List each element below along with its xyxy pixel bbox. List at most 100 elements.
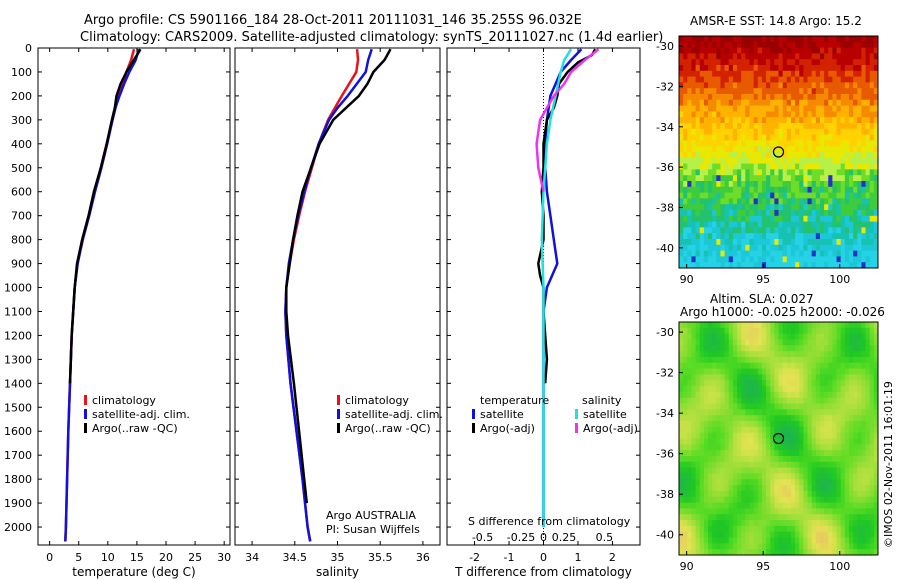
map-cell — [857, 520, 862, 527]
map-cell — [757, 204, 763, 211]
map-cell — [853, 192, 858, 199]
map-cell — [857, 244, 862, 251]
map-cell — [687, 543, 692, 550]
map-cell — [691, 421, 696, 428]
map-cell — [832, 409, 837, 416]
map-cell — [840, 450, 846, 457]
map-cell — [749, 47, 755, 54]
series-line-climatology — [284, 49, 360, 542]
map-cell — [848, 204, 854, 211]
map-cell — [778, 59, 784, 66]
map-cell — [865, 520, 871, 527]
map-cell — [819, 473, 825, 480]
map-cell — [753, 192, 759, 199]
map-cell — [848, 256, 854, 263]
map-cell — [699, 409, 705, 416]
map-cell — [865, 432, 871, 439]
map-cell — [745, 146, 750, 153]
map-cell — [745, 152, 750, 159]
map-cell — [869, 94, 875, 101]
map-cell — [716, 262, 721, 269]
map-cell — [815, 134, 821, 141]
map-cell — [716, 239, 721, 246]
map-cell — [861, 192, 866, 199]
map-cell — [716, 549, 721, 556]
map-cell — [857, 94, 862, 101]
map-cell — [803, 36, 808, 43]
map-cell — [790, 345, 796, 352]
map-cell — [770, 531, 775, 538]
map-cell — [708, 198, 713, 205]
map-cell — [828, 99, 833, 106]
map-cell — [699, 99, 705, 106]
map-cell — [799, 41, 804, 48]
map-cell — [687, 520, 692, 527]
map-cell — [807, 543, 813, 550]
map-cell — [728, 239, 734, 246]
map-cell — [716, 479, 721, 486]
map-cell — [853, 76, 858, 83]
map-cell — [832, 117, 837, 124]
map-cell — [716, 368, 721, 375]
map-cell — [840, 186, 846, 193]
map-cell — [807, 426, 813, 434]
map-cell — [732, 333, 738, 340]
map-cell — [840, 244, 846, 251]
map-cell — [737, 111, 742, 118]
map-cell — [853, 140, 858, 147]
legend-swatch — [84, 409, 87, 419]
map-cell — [790, 432, 796, 439]
map-cell — [741, 514, 746, 521]
map-cell — [869, 99, 875, 106]
map-cell — [861, 239, 866, 246]
map-cell — [815, 59, 821, 66]
map-cell — [799, 262, 804, 269]
map-cell — [766, 397, 771, 404]
map-cell — [757, 117, 763, 124]
map-cell — [803, 444, 808, 451]
map-cell — [766, 105, 771, 112]
map-cell — [732, 490, 738, 498]
map-cell — [832, 134, 837, 141]
map-cell — [691, 65, 696, 72]
map-cell — [799, 490, 804, 498]
map-cell — [741, 175, 746, 182]
map-cell — [832, 140, 837, 147]
map-cell — [873, 421, 879, 428]
map-cell — [865, 525, 871, 533]
map-cell — [737, 531, 742, 538]
map-cell — [683, 543, 688, 550]
map-cell — [703, 221, 709, 228]
map-cell — [865, 198, 871, 205]
map-cell — [824, 391, 829, 399]
map-cell — [824, 117, 829, 124]
map-cell — [790, 105, 796, 112]
map-cell — [790, 403, 796, 410]
map-cell — [861, 82, 866, 89]
map-cell — [737, 508, 742, 515]
map-cell — [687, 362, 692, 369]
map-cell — [683, 186, 688, 193]
map-cell — [811, 123, 817, 130]
map-cell — [745, 537, 750, 544]
map-cell — [803, 415, 808, 422]
map-cell — [732, 415, 738, 422]
map-cell — [691, 221, 696, 228]
map-cell — [815, 391, 821, 399]
map-cell — [679, 543, 684, 550]
map-cell — [716, 123, 721, 130]
map-cell — [703, 146, 709, 153]
map-cell — [795, 227, 800, 234]
map-cell — [749, 239, 755, 246]
map-cell — [790, 82, 796, 89]
map-cell — [683, 496, 688, 503]
map-cell — [753, 426, 759, 434]
map-cell — [720, 76, 726, 83]
map-cell — [741, 105, 746, 112]
map-cell — [741, 386, 746, 393]
map-cell — [699, 549, 705, 556]
map-cell — [699, 256, 705, 263]
legend-label: satellite — [480, 408, 524, 421]
map-cell — [848, 508, 854, 515]
map-cell — [687, 322, 692, 329]
